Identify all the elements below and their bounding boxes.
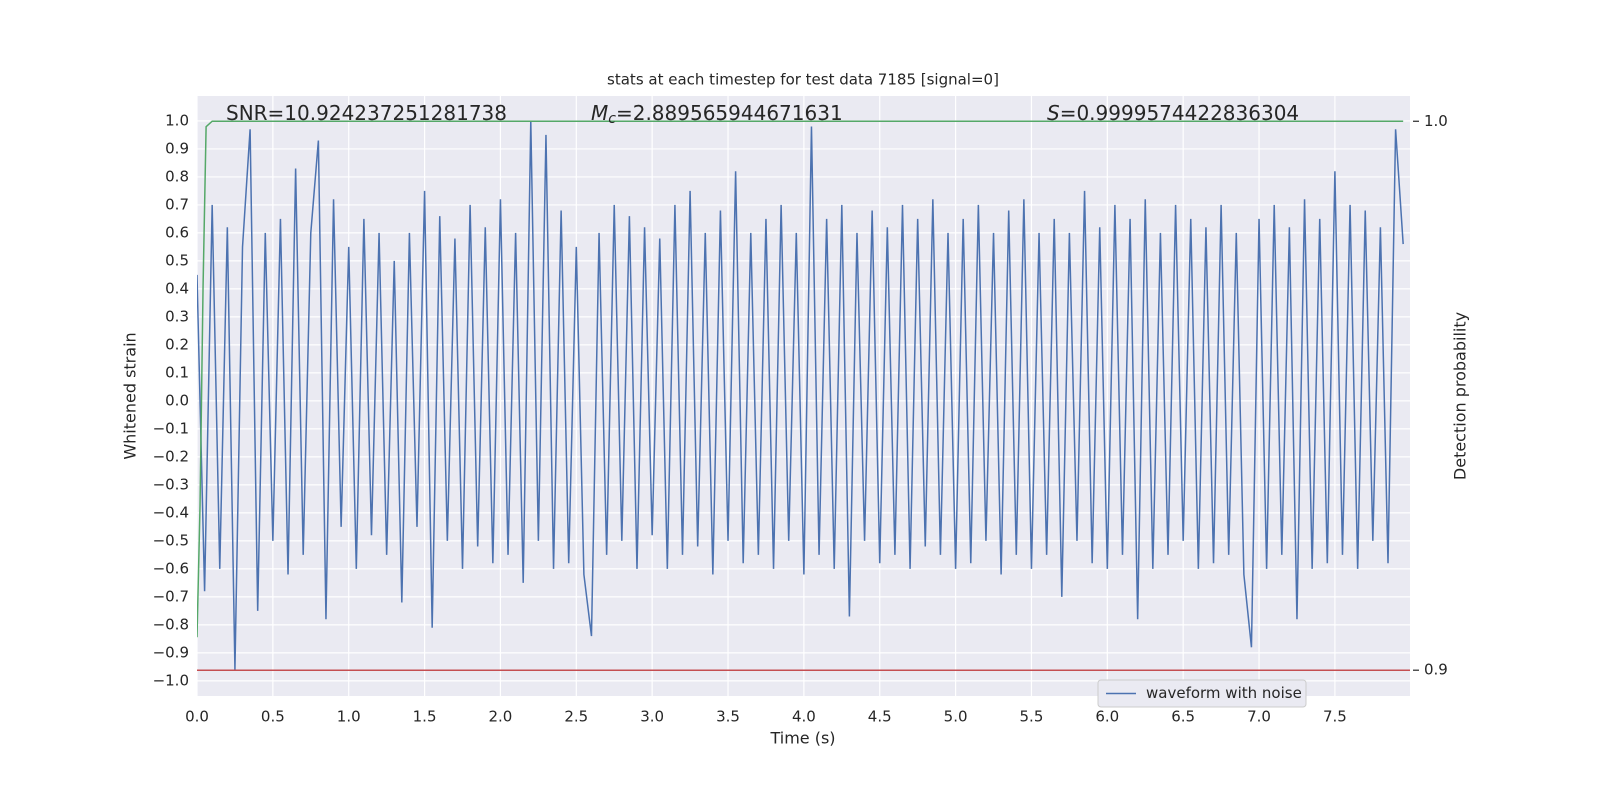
x-tick-label: 5.5 xyxy=(1020,708,1044,726)
x-tick-label: 0.5 xyxy=(261,708,285,726)
annotation-text: =0.9999574422836304 xyxy=(1060,101,1299,125)
annotation-symbol: S xyxy=(1047,101,1060,125)
x-tick-label: 6.0 xyxy=(1095,708,1119,726)
chart-title: stats at each timestep for test data 718… xyxy=(607,71,999,89)
annotation-symbol: M xyxy=(591,101,608,125)
annotation: SNR=10.924237251281738 xyxy=(226,101,507,125)
annotation-subscript: c xyxy=(608,111,616,127)
x-tick-label: 0.0 xyxy=(185,708,209,726)
y-tick-label: −0.5 xyxy=(153,531,189,549)
x-tick-label: 1.0 xyxy=(337,708,361,726)
y-tick-label: 0.2 xyxy=(165,335,189,353)
y-tick-label: −0.2 xyxy=(153,447,189,465)
annotation-text: =2.889565944671631 xyxy=(616,101,843,125)
y-tick-label: −1.0 xyxy=(153,671,189,689)
x-tick-label: 7.5 xyxy=(1323,708,1347,726)
x-tick-label: 3.0 xyxy=(640,708,664,726)
y2-tick-label: 0.9 xyxy=(1424,661,1448,679)
x-tick-label: 2.0 xyxy=(489,708,513,726)
y-tick-label: 0.3 xyxy=(165,307,189,325)
legend-label: waveform with noise xyxy=(1146,684,1302,702)
y2-tick-label: 1.0 xyxy=(1424,112,1448,130)
annotation-text: SNR=10.924237251281738 xyxy=(226,101,507,125)
y-axis-label: Whitened strain xyxy=(121,332,140,459)
y-tick-label: 0.1 xyxy=(165,363,189,381)
x-axis-label: Time (s) xyxy=(769,729,835,748)
y-tick-label: 1.0 xyxy=(165,111,189,129)
y-tick-label: 0.0 xyxy=(165,391,189,409)
y-tick-label: −0.6 xyxy=(153,559,189,577)
x-tick-label: 6.5 xyxy=(1171,708,1195,726)
annotation: S=0.9999574422836304 xyxy=(1047,101,1299,125)
x-tick-label: 3.5 xyxy=(716,708,740,726)
x-tick-label: 5.0 xyxy=(944,708,968,726)
x-tick-label: 2.5 xyxy=(564,708,588,726)
y-tick-label: −0.8 xyxy=(153,615,189,633)
y2-axis-label: Detection probability xyxy=(1451,312,1470,480)
x-tick-label: 4.0 xyxy=(792,708,816,726)
y-tick-label: 0.8 xyxy=(165,167,189,185)
y-tick-label: −0.3 xyxy=(153,475,189,493)
y-tick-label: 0.7 xyxy=(165,195,189,213)
y-tick-label: 0.6 xyxy=(165,223,189,241)
y-tick-label: 0.4 xyxy=(165,279,189,297)
x-tick-label: 4.5 xyxy=(868,708,892,726)
y-tick-label: 0.9 xyxy=(165,139,189,157)
x-tick-label: 7.0 xyxy=(1247,708,1271,726)
data-line xyxy=(197,120,1404,638)
y-tick-label: −0.7 xyxy=(153,587,189,605)
annotation: Mc=2.889565944671631 xyxy=(591,101,843,128)
y-tick-label: −0.4 xyxy=(153,503,189,521)
y-tick-label: 0.5 xyxy=(165,251,189,269)
y-tick-label: −0.9 xyxy=(153,643,189,661)
legend-box xyxy=(1097,679,1307,708)
y-tick-label: −0.1 xyxy=(153,419,189,437)
data-line xyxy=(197,120,1404,670)
x-tick-label: 1.5 xyxy=(413,708,437,726)
